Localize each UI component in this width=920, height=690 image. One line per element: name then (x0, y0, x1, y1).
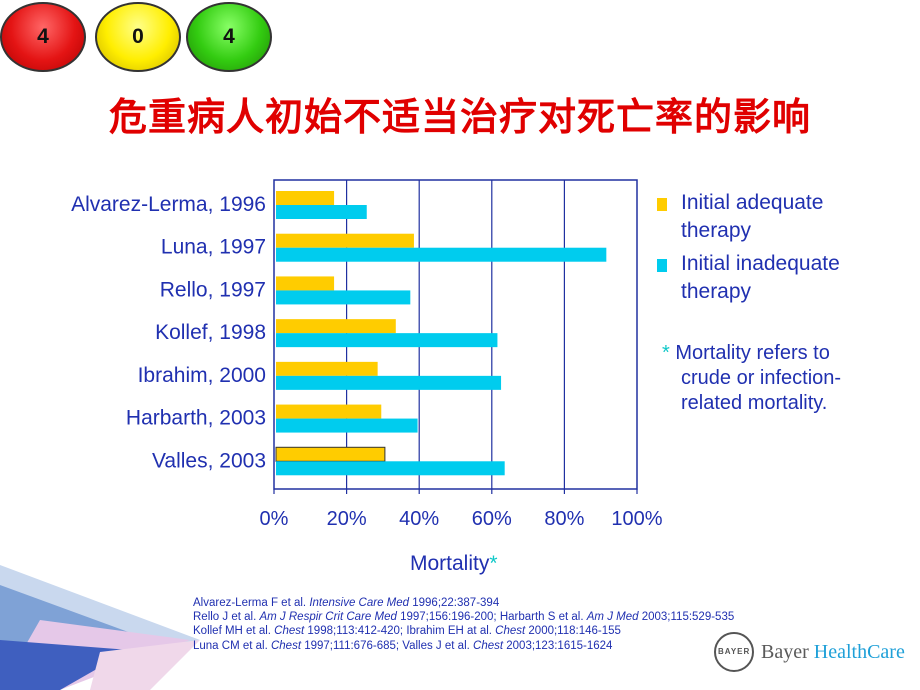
bar-inadequate (276, 290, 411, 305)
mortality-note: * Mortality refers to crude or infection… (662, 342, 842, 414)
bar-adequate (276, 361, 378, 376)
category-label: Luna, 1997 (161, 236, 266, 259)
bar-inadequate (276, 375, 502, 390)
references: Alvarez-Lerma F et al. Intensive Care Me… (193, 596, 734, 653)
bar-adequate (276, 191, 335, 205)
category-label: Rello, 1997 (160, 278, 266, 301)
reference-line: Rello J et al. Am J Respir Crit Care Med… (193, 611, 735, 624)
reference-line: Alvarez-Lerma F et al. Intensive Care Me… (193, 597, 500, 609)
category-label: Harbarth, 2003 (126, 407, 266, 430)
category-label: Valles, 2003 (152, 449, 266, 472)
bar-inadequate (276, 205, 367, 219)
note-star: * (662, 342, 670, 364)
reference-line: Kollef MH et al. Chest 1998;113:412-420;… (193, 625, 621, 638)
legend-swatch-inadequate (657, 259, 667, 272)
bar-inadequate (276, 333, 498, 348)
bayer-cross-logo: BAYER (714, 632, 754, 672)
bar-adequate (276, 276, 335, 291)
category-label: Ibrahim, 2000 (138, 364, 266, 387)
plot-frame (273, 179, 638, 490)
bar-adequate (275, 446, 386, 462)
badge-green: 4 (186, 2, 272, 72)
bar-inadequate (276, 418, 418, 433)
x-tick-label: 100% (611, 508, 662, 530)
category-label: Alvarez-Lerma, 1996 (71, 193, 266, 216)
bayer-healthcare-logo: BAYER Bayer HealthCare (714, 632, 905, 672)
bar-inadequate (276, 461, 505, 476)
x-tick-label: 60% (472, 508, 512, 530)
x-tick-label: 20% (327, 508, 367, 530)
bar-adequate (276, 319, 396, 334)
bar-adequate (276, 404, 382, 419)
legend-label-adequate: Initial adequate therapy (681, 191, 824, 242)
bar-inadequate (276, 247, 607, 262)
x-tick-label: 80% (544, 508, 584, 530)
x-tick-label: 0% (260, 508, 289, 530)
x-axis-label: Mortality* (410, 552, 498, 575)
category-label: Kollef, 1998 (155, 321, 266, 344)
badge-yellow: 0 (95, 2, 181, 72)
slide-title: 危重病人初始不适当治疗对死亡率的影响 (108, 95, 811, 139)
legend-label-inadequate: Initial inadequate therapy (681, 252, 840, 303)
legend-swatch-adequate (657, 198, 667, 211)
x-tick-label: 40% (399, 508, 439, 530)
badge-red: 4 (0, 2, 86, 72)
bar-adequate (276, 233, 414, 248)
reference-line: Luna CM et al. Chest 1997;111:676-685; V… (193, 639, 613, 652)
